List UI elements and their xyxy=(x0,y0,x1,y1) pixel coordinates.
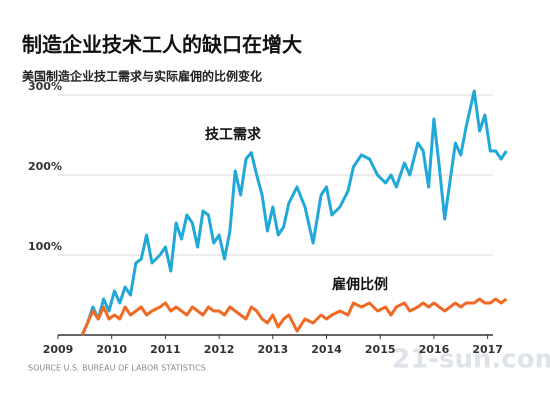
y-tick-label: 100% xyxy=(28,240,62,253)
x-tick-label: 2017 xyxy=(472,343,503,356)
x-tick-label: 2014 xyxy=(311,343,342,356)
x-tick-label: 2010 xyxy=(96,343,127,356)
x-tick-label: 2013 xyxy=(258,343,289,356)
series-label: 技工需求 xyxy=(205,126,262,143)
chart-title: 制造企业技术工人的缺口在增大 xyxy=(22,33,302,57)
x-tick-label: 2016 xyxy=(419,343,450,356)
x-tick-label: 2009 xyxy=(43,343,74,356)
x-tick-label: 2015 xyxy=(365,343,396,356)
watermark: 21-sun.com xyxy=(392,345,550,375)
chart-subtitle: 美国制造企业技工需求与实际雇佣的比例变化 xyxy=(22,69,262,84)
x-tick-label: 2012 xyxy=(204,343,235,356)
x-tick-label: 2011 xyxy=(150,343,181,356)
series-label: 雇佣比例 xyxy=(332,276,388,293)
y-tick-label: 300% xyxy=(28,80,62,93)
source: SOURCE U.S. BUREAU OF LABOR STATISTICS xyxy=(28,364,206,373)
y-tick-label: 200% xyxy=(28,160,62,173)
series-line xyxy=(80,297,508,336)
series-line xyxy=(80,89,508,336)
